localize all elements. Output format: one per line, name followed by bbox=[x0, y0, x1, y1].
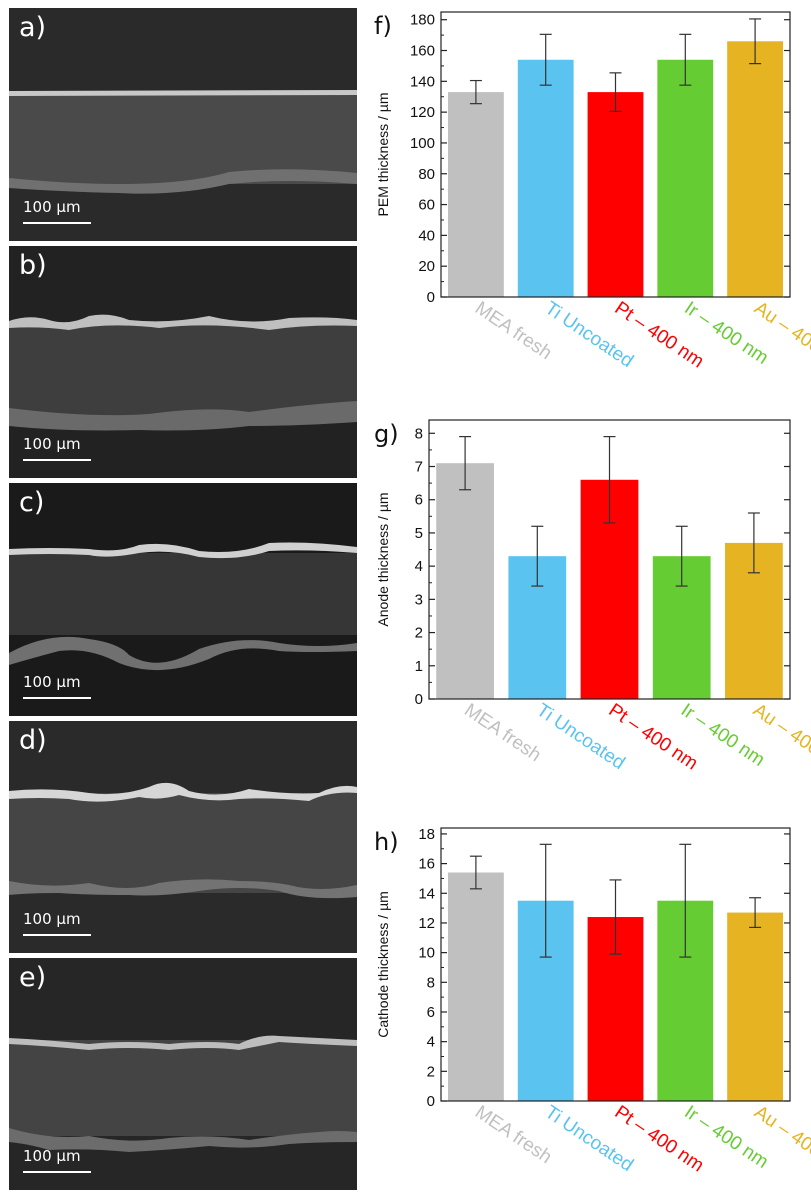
sem-image-a bbox=[9, 8, 357, 241]
plot-frame bbox=[428, 419, 791, 700]
panel-letter: g) bbox=[374, 420, 399, 448]
plot-frame bbox=[440, 11, 791, 298]
sem-image-b bbox=[9, 246, 357, 478]
y-tick-label: 14 bbox=[418, 885, 435, 902]
scale-bar bbox=[23, 1171, 91, 1173]
chart-g-anode-thickness: g) MEA fresh Ti Uncoated Pt – 400 nm Ir – 40… bbox=[362, 400, 811, 805]
sem-panel-letter: b) bbox=[19, 250, 47, 281]
y-tick-label: 120 bbox=[410, 104, 435, 121]
y-tick-label: 8 bbox=[427, 974, 435, 991]
y-tick-label: 4 bbox=[415, 558, 423, 575]
scale-bar bbox=[23, 934, 91, 936]
sem-panel-d: d) 100 µm bbox=[9, 721, 357, 953]
x-tick-label: MEA fresh bbox=[471, 1102, 555, 1168]
bar bbox=[447, 92, 504, 297]
sem-panel-b: b) 100 µm bbox=[9, 246, 357, 478]
y-tick-label: 60 bbox=[418, 197, 435, 214]
error-bar bbox=[609, 72, 622, 112]
y-tick-label: 7 bbox=[415, 459, 423, 476]
bar bbox=[657, 59, 714, 297]
sem-panel-c: c) 100 µm bbox=[9, 483, 357, 716]
scale-bar bbox=[23, 222, 91, 224]
y-tick-label: 160 bbox=[410, 43, 435, 60]
sem-panel-letter: a) bbox=[19, 12, 47, 43]
error-bar bbox=[539, 33, 552, 86]
y-tick-label: 6 bbox=[415, 492, 423, 509]
y-tick-label: 5 bbox=[415, 525, 423, 542]
chart-f-pem-thickness: f) MEA fresh Ti Uncoated Pt – 400 nm Ir – 40… bbox=[362, 0, 811, 400]
sem-panel-letter: c) bbox=[19, 487, 45, 518]
y-axis-label: Anode thickness / µm bbox=[375, 492, 391, 626]
y-tick-label: 8 bbox=[415, 425, 423, 442]
error-bar bbox=[609, 879, 622, 955]
error-bar bbox=[603, 436, 616, 524]
y-axis-label: PEM thickness / µm bbox=[375, 93, 391, 217]
y-tick-label: 3 bbox=[415, 591, 423, 608]
scale-bar-label: 100 µm bbox=[23, 673, 81, 691]
y-tick-label: 12 bbox=[418, 915, 435, 932]
y-tick-label: 180 bbox=[410, 12, 435, 29]
chart-h-cathode-thickness: h) MEA fresh Ti Uncoated Pt – 400 nm Ir – 40… bbox=[362, 805, 811, 1194]
sem-panel-a: a) 100 µm bbox=[9, 8, 357, 241]
y-tick-label: 80 bbox=[418, 166, 435, 183]
y-tick-label: 1 bbox=[415, 658, 423, 675]
y-tick-label: 4 bbox=[427, 1034, 435, 1051]
sem-panel-e: e) 100 µm bbox=[9, 958, 357, 1190]
error-bar bbox=[749, 897, 762, 929]
sem-image-d bbox=[9, 721, 357, 953]
sem-image-e bbox=[9, 958, 357, 1190]
scale-bar-label: 100 µm bbox=[23, 910, 81, 928]
bar bbox=[517, 59, 574, 297]
bar bbox=[727, 912, 784, 1101]
scale-bar-label: 100 µm bbox=[23, 198, 81, 216]
y-axis-label: Cathode thickness / µm bbox=[375, 891, 391, 1038]
y-tick-label: 100 bbox=[410, 135, 435, 152]
error-bar bbox=[675, 525, 688, 587]
sem-panel-letter: e) bbox=[19, 962, 47, 993]
plot-frame bbox=[440, 827, 791, 1102]
scale-bar bbox=[23, 697, 91, 699]
panel-letter: f) bbox=[374, 12, 392, 40]
error-bar bbox=[749, 18, 762, 65]
y-tick-label: 10 bbox=[418, 945, 435, 962]
bar bbox=[587, 92, 644, 297]
bar bbox=[727, 41, 784, 298]
bar bbox=[436, 463, 494, 699]
panel-letter: h) bbox=[374, 828, 399, 856]
error-bar bbox=[679, 843, 692, 958]
y-tick-label: 140 bbox=[410, 73, 435, 90]
error-bar bbox=[539, 843, 552, 958]
error-bar bbox=[469, 855, 482, 890]
x-tick-label: MEA fresh bbox=[460, 700, 544, 766]
scale-bar bbox=[23, 459, 91, 461]
y-tick-label: 2 bbox=[427, 1063, 435, 1080]
error-bar bbox=[459, 436, 472, 491]
y-tick-label: 6 bbox=[427, 1004, 435, 1021]
scale-bar-label: 100 µm bbox=[23, 435, 81, 453]
y-tick-label: 2 bbox=[415, 625, 423, 642]
sem-panel-letter: d) bbox=[19, 725, 47, 756]
bar bbox=[447, 872, 504, 1101]
y-tick-label: 0 bbox=[427, 289, 435, 306]
scale-bar-label: 100 µm bbox=[23, 1147, 81, 1165]
x-tick-label: MEA fresh bbox=[471, 298, 555, 364]
y-tick-label: 20 bbox=[418, 258, 435, 275]
y-tick-label: 0 bbox=[427, 1093, 435, 1110]
y-tick-label: 18 bbox=[418, 826, 435, 843]
error-bar bbox=[679, 33, 692, 86]
y-tick-label: 16 bbox=[418, 856, 435, 873]
sem-image-c bbox=[9, 483, 357, 716]
error-bar bbox=[531, 525, 544, 587]
y-tick-label: 40 bbox=[418, 227, 435, 244]
error-bar bbox=[747, 512, 760, 574]
error-bar bbox=[469, 79, 482, 105]
y-tick-label: 0 bbox=[415, 691, 423, 708]
